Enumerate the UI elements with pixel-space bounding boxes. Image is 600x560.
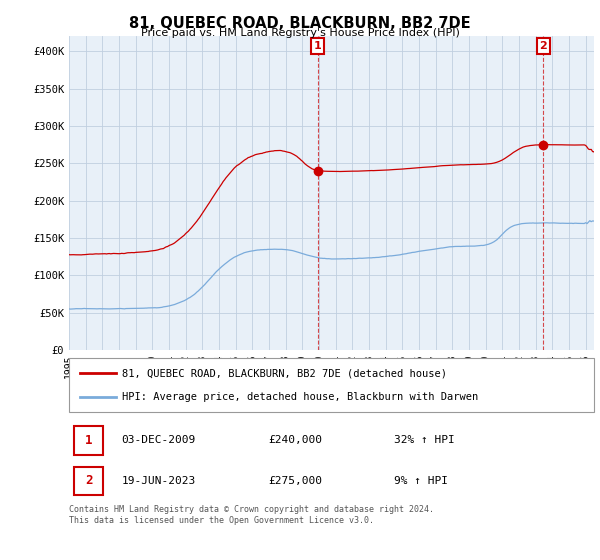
Text: 2: 2 [539,41,547,51]
Text: 19-JUN-2023: 19-JUN-2023 [121,476,196,486]
Text: 03-DEC-2009: 03-DEC-2009 [121,435,196,445]
Text: 1: 1 [314,41,322,51]
Text: £240,000: £240,000 [269,435,323,445]
Text: 9% ↑ HPI: 9% ↑ HPI [395,476,449,486]
Text: Contains HM Land Registry data © Crown copyright and database right 2024.
This d: Contains HM Land Registry data © Crown c… [69,505,434,525]
Text: 32% ↑ HPI: 32% ↑ HPI [395,435,455,445]
Bar [74,426,103,455]
Text: 1: 1 [85,434,92,447]
Text: Price paid vs. HM Land Registry's House Price Index (HPI): Price paid vs. HM Land Registry's House … [140,28,460,38]
Text: 81, QUEBEC ROAD, BLACKBURN, BB2 7DE: 81, QUEBEC ROAD, BLACKBURN, BB2 7DE [129,16,471,31]
Text: HPI: Average price, detached house, Blackburn with Darwen: HPI: Average price, detached house, Blac… [121,391,478,402]
Bar [74,466,103,495]
Text: 81, QUEBEC ROAD, BLACKBURN, BB2 7DE (detached house): 81, QUEBEC ROAD, BLACKBURN, BB2 7DE (det… [121,368,446,379]
Text: 2: 2 [85,474,92,487]
Text: £275,000: £275,000 [269,476,323,486]
